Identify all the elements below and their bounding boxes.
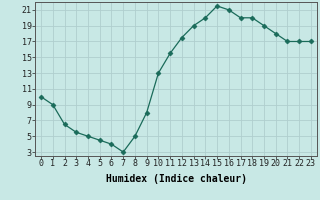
- X-axis label: Humidex (Indice chaleur): Humidex (Indice chaleur): [106, 174, 246, 184]
